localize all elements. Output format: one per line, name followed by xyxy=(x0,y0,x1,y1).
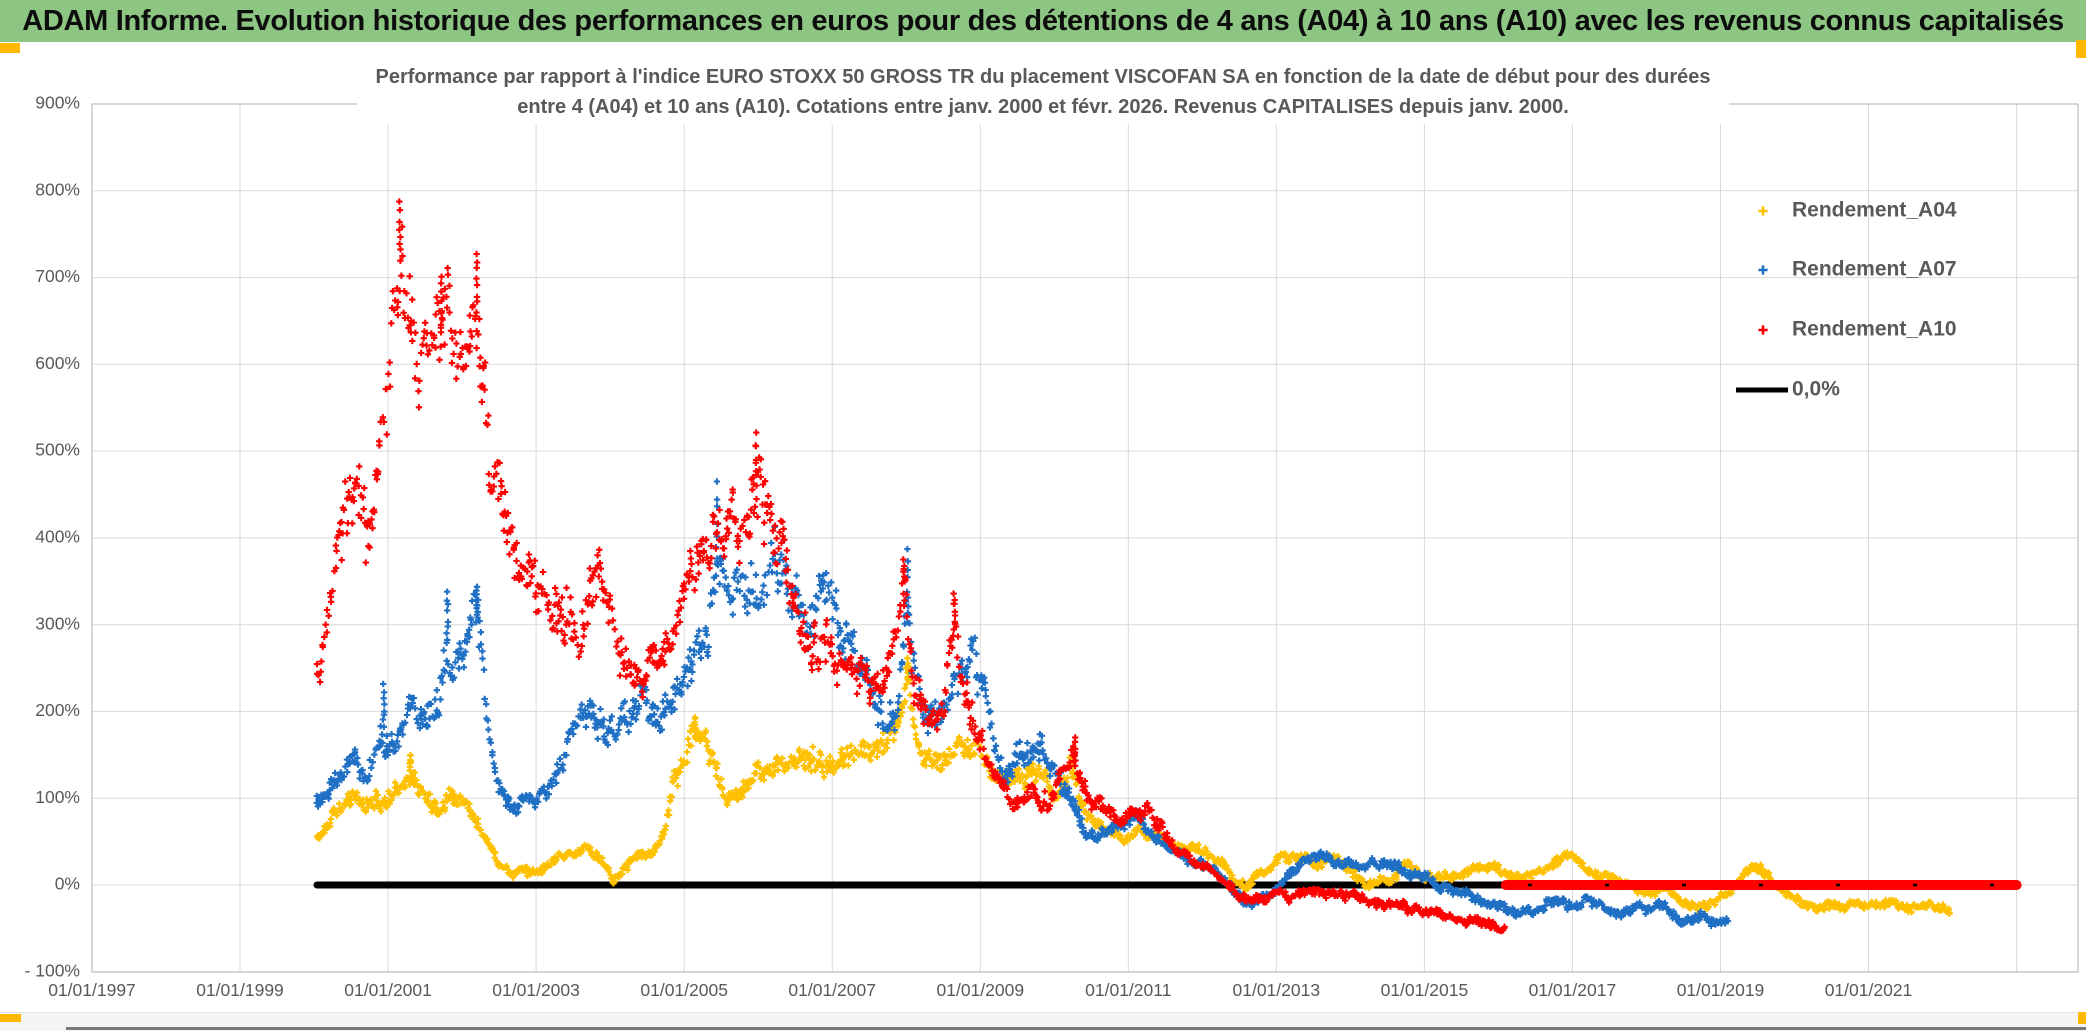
header-title: ADAM Informe. Evolution historique des p… xyxy=(22,4,2064,37)
y-axis-labels: 900% 800% 700% 600% 500% 400% 300% 200% 100% 0% - … xyxy=(25,93,80,981)
selection-handle-bottom-right xyxy=(2078,1012,2086,1024)
x-tick-label: 01/01/2013 xyxy=(1233,980,1321,1000)
x-tick-label: 01/01/2009 xyxy=(937,980,1025,1000)
x-axis-labels: 01/01/1997 01/01/1999 01/01/2001 01/01/2003… xyxy=(48,980,1912,1000)
x-tick-label: 01/01/2005 xyxy=(640,980,728,1000)
legend-marker-icon xyxy=(1758,325,1768,335)
y-tick-label: 900% xyxy=(35,93,80,113)
x-tick-label: 01/01/2001 xyxy=(344,980,432,1000)
x-tick-label: 01/01/2021 xyxy=(1825,980,1913,1000)
y-tick-label: 100% xyxy=(35,787,80,807)
legend-label: Rendement_A04 xyxy=(1792,199,1957,222)
x-tick-label: 01/01/1999 xyxy=(196,980,284,1000)
legend-label: Rendement_A10 xyxy=(1792,318,1957,341)
y-tick-label: 300% xyxy=(35,613,80,633)
series-rendement_a04 xyxy=(313,655,1953,917)
y-tick-label: 400% xyxy=(35,527,80,547)
y-tick-label: 600% xyxy=(35,353,80,373)
chart-title: Performance par rapport à l'indice EURO … xyxy=(0,60,2086,124)
chart-title-line1: Performance par rapport à l'indice EURO … xyxy=(375,66,1711,88)
x-tick-label: 01/01/2007 xyxy=(788,980,876,1000)
series-rendement_a10 xyxy=(313,198,1508,935)
y-tick-label: 700% xyxy=(35,266,80,286)
x-tick-label: 01/01/2019 xyxy=(1677,980,1765,1000)
series-rendement_a07 xyxy=(313,478,1732,930)
legend-marker-icon xyxy=(1758,265,1768,275)
legend-item-a04: Rendement_A04 xyxy=(1758,199,1957,222)
legend: Rendement_A04 Rendement_A07 Rendement_A10 0… xyxy=(1736,199,1957,401)
bottom-border-line xyxy=(66,1027,2086,1030)
sheet-header: ADAM Informe. Evolution historique des p… xyxy=(0,0,2086,42)
legend-item-a10: Rendement_A10 xyxy=(1758,318,1957,341)
y-tick-label: 200% xyxy=(35,700,80,720)
selection-handle-bottom-left xyxy=(0,1014,21,1022)
legend-item-a07: Rendement_A07 xyxy=(1758,258,1957,281)
gridlines xyxy=(91,103,2078,973)
x-tick-label: 01/01/2015 xyxy=(1381,980,1469,1000)
selection-handle-top-left xyxy=(0,43,20,53)
legend-label: 0,0% xyxy=(1792,378,1840,401)
plot-area xyxy=(313,198,1953,935)
legend-label: Rendement_A07 xyxy=(1792,258,1957,281)
selection-handle-top-right xyxy=(2076,40,2086,58)
chart-title-line2: entre 4 (A04) et 10 ans (A10). Cotations… xyxy=(517,96,1569,118)
x-tick-label: 01/01/2003 xyxy=(492,980,580,1000)
y-tick-label: 0% xyxy=(55,874,80,894)
legend-item-zero: 0,0% xyxy=(1736,378,1840,401)
y-tick-label: 800% xyxy=(35,179,80,199)
x-tick-label: 01/01/2017 xyxy=(1529,980,1617,1000)
x-tick-label: 01/01/1997 xyxy=(48,980,136,1000)
y-tick-label: - 100% xyxy=(25,960,80,980)
x-tick-label: 01/01/2011 xyxy=(1085,980,1171,1000)
legend-marker-icon xyxy=(1758,206,1768,216)
y-tick-label: 500% xyxy=(35,440,80,460)
bottom-bar xyxy=(0,1012,2086,1031)
